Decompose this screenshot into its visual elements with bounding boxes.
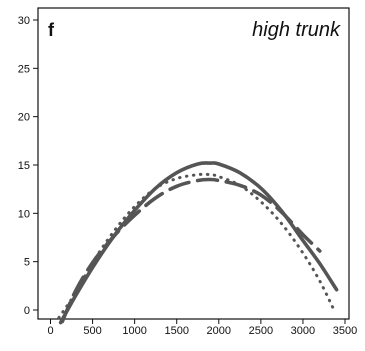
- y-tick-label: 25: [18, 63, 30, 75]
- y-tick-label: 15: [18, 160, 30, 172]
- x-tick-label: 1000: [122, 325, 146, 337]
- y-tick-label: 0: [24, 305, 30, 317]
- panel-letter: f: [48, 20, 55, 40]
- series-layer: [57, 161, 339, 325]
- x-tick-label: 2500: [249, 325, 273, 337]
- x-tick-label: 2000: [207, 325, 231, 337]
- x-tick-label: 0: [47, 325, 53, 337]
- plot-frame: [37, 7, 350, 320]
- x-tick-label: 3000: [291, 325, 315, 337]
- x-axis: 0 500 1000 1500 2000 2500 3000 3500: [47, 319, 357, 337]
- y-tick-label: 20: [18, 112, 30, 124]
- y-tick-label: 10: [18, 208, 30, 220]
- series-line-dotted: [57, 172, 337, 320]
- x-tick-label: 500: [83, 325, 101, 337]
- chart-title: high trunk: [252, 19, 341, 41]
- series-line-dashed: [60, 177, 322, 324]
- y-tick-label: 30: [18, 15, 30, 27]
- series-line-solid: [58, 161, 339, 325]
- x-tick-label: 1500: [164, 325, 188, 337]
- y-tick-label: 5: [24, 257, 30, 269]
- y-axis: 0 5 10 15 20 25 30: [18, 15, 38, 317]
- x-tick-label: 3500: [333, 325, 357, 337]
